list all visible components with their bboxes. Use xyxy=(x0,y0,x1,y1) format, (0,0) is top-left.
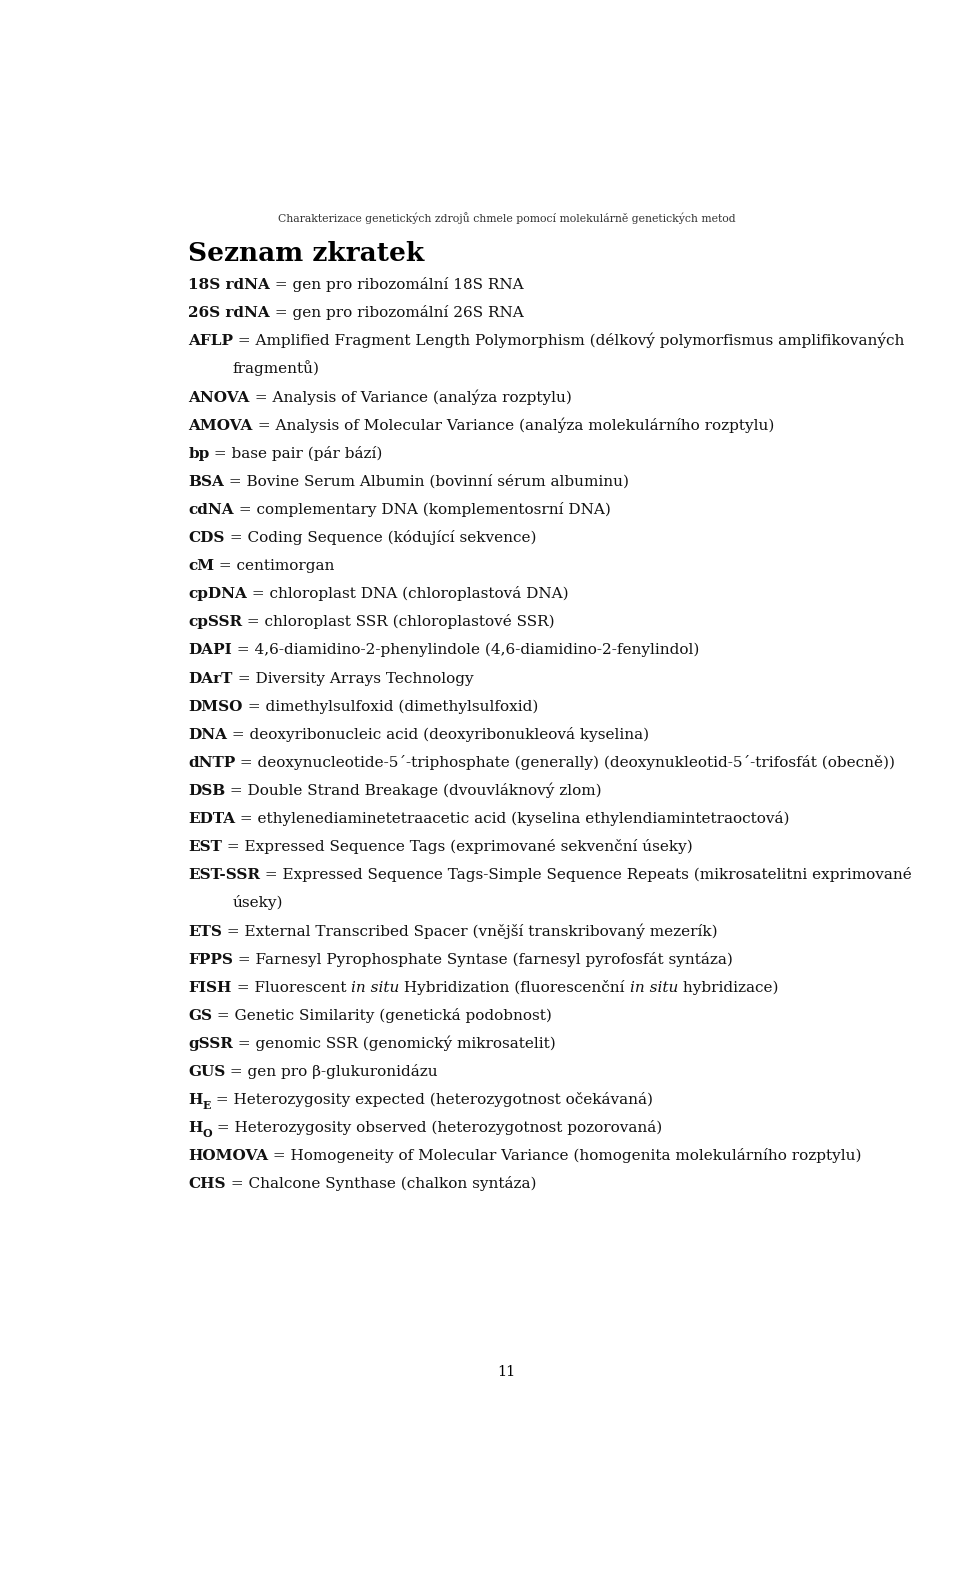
Text: bp: bp xyxy=(188,447,209,461)
Text: = base pair (pár bází): = base pair (pár bází) xyxy=(209,446,383,461)
Text: cpSSR: cpSSR xyxy=(188,616,242,630)
Text: = Chalcone Synthase (chalkon syntáza): = Chalcone Synthase (chalkon syntáza) xyxy=(226,1177,537,1191)
Text: CHS: CHS xyxy=(188,1178,226,1191)
Text: EST-SSR: EST-SSR xyxy=(188,868,260,882)
Text: 11: 11 xyxy=(497,1364,516,1378)
Text: DAPI: DAPI xyxy=(188,644,232,657)
Text: H: H xyxy=(188,1121,203,1136)
Text: Hybridization (fluorescenční: Hybridization (fluorescenční xyxy=(399,980,630,995)
Text: Seznam zkratek: Seznam zkratek xyxy=(188,241,424,266)
Text: = gen pro ribozomální 18S RNA: = gen pro ribozomální 18S RNA xyxy=(270,277,524,291)
Text: = centimorgan: = centimorgan xyxy=(214,559,335,573)
Text: DNA: DNA xyxy=(188,728,228,742)
Text: = 4,6-diamidino-2-phenylindole (4,6-diamidino-2-fenylindol): = 4,6-diamidino-2-phenylindole (4,6-diam… xyxy=(232,643,699,657)
Text: = Expressed Sequence Tags-Simple Sequence Repeats (mikrosatelitni exprimované: = Expressed Sequence Tags-Simple Sequenc… xyxy=(260,868,912,882)
Text: DSB: DSB xyxy=(188,784,226,799)
Text: cdNA: cdNA xyxy=(188,502,234,517)
Text: O: O xyxy=(203,1128,212,1139)
Text: AMOVA: AMOVA xyxy=(188,419,252,433)
Text: = Bovine Serum Albumin (bovinní sérum albuminu): = Bovine Serum Albumin (bovinní sérum al… xyxy=(224,474,629,488)
Text: AFLP: AFLP xyxy=(188,334,233,348)
Text: gSSR: gSSR xyxy=(188,1036,233,1051)
Text: = deoxyribonucleic acid (deoxyribonukleová kyselina): = deoxyribonucleic acid (deoxyribonukleo… xyxy=(228,726,649,742)
Text: = Homogeneity of Molecular Variance (homogenita molekulárního rozptylu): = Homogeneity of Molecular Variance (hom… xyxy=(269,1148,862,1164)
Text: EDTA: EDTA xyxy=(188,813,235,827)
Text: = Amplified Fragment Length Polymorphism (délkový polymorfismus amplifikovaných: = Amplified Fragment Length Polymorphism… xyxy=(233,332,904,348)
Text: in situ: in situ xyxy=(630,981,678,995)
Text: 26S rdNA: 26S rdNA xyxy=(188,306,270,320)
Text: ANOVA: ANOVA xyxy=(188,391,250,405)
Text: = Genetic Similarity (genetická podobnost): = Genetic Similarity (genetická podobnos… xyxy=(212,1008,552,1022)
Text: DMSO: DMSO xyxy=(188,699,243,713)
Text: H: H xyxy=(188,1093,203,1107)
Text: = Coding Sequence (kódující sekvence): = Coding Sequence (kódující sekvence) xyxy=(225,531,536,545)
Text: EST: EST xyxy=(188,839,222,854)
Text: = chloroplast SSR (chloroplastové SSR): = chloroplast SSR (chloroplastové SSR) xyxy=(242,614,555,630)
Text: GS: GS xyxy=(188,1010,212,1022)
Text: FISH: FISH xyxy=(188,981,231,995)
Text: DArT: DArT xyxy=(188,671,232,685)
Text: = ethylenediaminetetraacetic acid (kyselina ethylendiamintetraoctová): = ethylenediaminetetraacetic acid (kysel… xyxy=(235,811,790,827)
Text: = gen pro β-glukuronidázu: = gen pro β-glukuronidázu xyxy=(226,1065,438,1079)
Text: HOMOVA: HOMOVA xyxy=(188,1150,269,1164)
Text: fragmentů): fragmentů) xyxy=(232,361,320,376)
Text: ETS: ETS xyxy=(188,925,222,939)
Text: = Heterozygosity expected (heterozygotnost očekávaná): = Heterozygosity expected (heterozygotno… xyxy=(211,1091,653,1107)
Text: = deoxynucleotide-5´-triphosphate (generally) (deoxynukleotid-5´-trifosfát (obec: = deoxynucleotide-5´-triphosphate (gener… xyxy=(235,754,896,770)
Text: BSA: BSA xyxy=(188,474,224,488)
Text: FPPS: FPPS xyxy=(188,953,233,967)
Text: Charakterizace genetických zdrojů chmele pomocí molekulárně genetických metod: Charakterizace genetických zdrojů chmele… xyxy=(277,213,735,224)
Text: in situ: in situ xyxy=(351,981,399,995)
Text: = dimethylsulfoxid (dimethylsulfoxid): = dimethylsulfoxid (dimethylsulfoxid) xyxy=(243,699,538,713)
Text: dNTP: dNTP xyxy=(188,756,235,770)
Text: = Diversity Arrays Technology: = Diversity Arrays Technology xyxy=(232,671,473,685)
Text: cM: cM xyxy=(188,559,214,573)
Text: = gen pro ribozomální 26S RNA: = gen pro ribozomální 26S RNA xyxy=(270,306,524,320)
Text: = Double Strand Breakage (dvouvláknový zlom): = Double Strand Breakage (dvouvláknový z… xyxy=(226,783,602,799)
Text: GUS: GUS xyxy=(188,1065,226,1079)
Text: = Fluorescent: = Fluorescent xyxy=(231,981,351,995)
Text: = genomic SSR (genomický mikrosatelit): = genomic SSR (genomický mikrosatelit) xyxy=(233,1035,556,1051)
Text: = Farnesyl Pyrophosphate Syntase (farnesyl pyrofosfát syntáza): = Farnesyl Pyrophosphate Syntase (farnes… xyxy=(233,951,732,967)
Text: = Expressed Sequence Tags (exprimované sekvenční úseky): = Expressed Sequence Tags (exprimované s… xyxy=(222,839,693,854)
Text: = External Transcribed Spacer (vnější transkribovaný mezerík): = External Transcribed Spacer (vnější tr… xyxy=(222,923,718,939)
Text: = Analysis of Variance (analýza rozptylu): = Analysis of Variance (analýza rozptylu… xyxy=(250,389,571,405)
Text: CDS: CDS xyxy=(188,531,225,545)
Text: 18S rdNA: 18S rdNA xyxy=(188,279,270,291)
Text: = Analysis of Molecular Variance (analýza molekulárního rozptylu): = Analysis of Molecular Variance (analýz… xyxy=(252,417,774,433)
Text: = chloroplast DNA (chloroplastová DNA): = chloroplast DNA (chloroplastová DNA) xyxy=(247,586,568,602)
Text: = complementary DNA (komplementosrní DNA): = complementary DNA (komplementosrní DNA… xyxy=(234,502,611,517)
Text: E: E xyxy=(203,1101,211,1112)
Text: cpDNA: cpDNA xyxy=(188,587,247,602)
Text: úseky): úseky) xyxy=(232,896,283,910)
Text: = Heterozygosity observed (heterozygotnost pozorovaná): = Heterozygosity observed (heterozygotno… xyxy=(212,1120,662,1136)
Text: hybridizace): hybridizace) xyxy=(678,980,779,995)
